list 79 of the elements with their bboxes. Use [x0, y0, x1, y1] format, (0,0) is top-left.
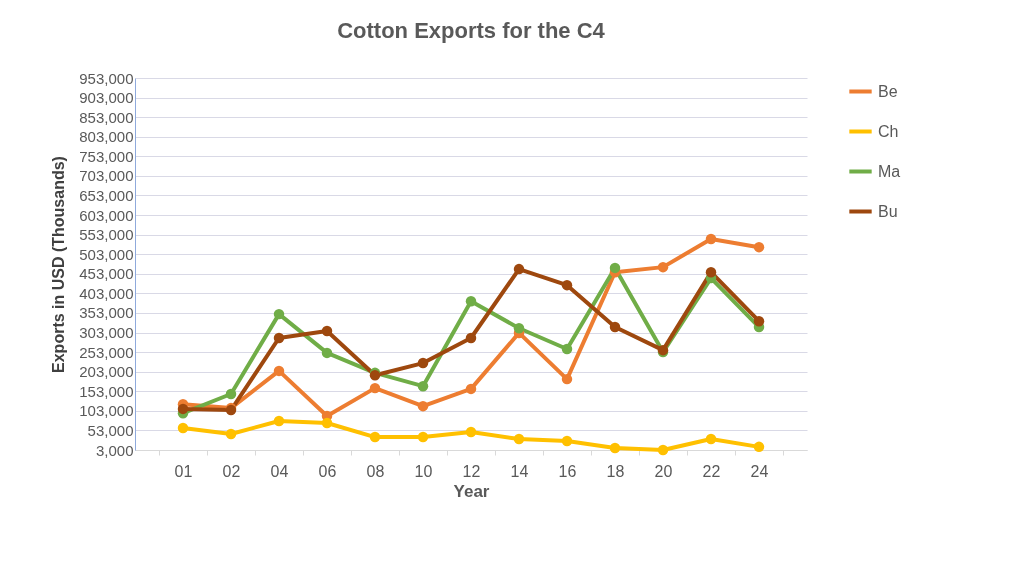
legend-label: Ch: [878, 122, 899, 140]
y-tick-label: 3,000: [95, 441, 134, 459]
y-tick-label: 703,000: [79, 167, 134, 185]
point: [561, 343, 573, 355]
y-tick-label: 153,000: [79, 382, 134, 400]
y-tick-label: 353,000: [79, 304, 134, 322]
point: [273, 332, 285, 344]
point: [465, 295, 477, 307]
y-tick-label: 403,000: [79, 284, 134, 302]
y-tick-label: 953,000: [79, 69, 134, 87]
x-tick-label: 18: [606, 462, 625, 480]
point: [753, 315, 765, 327]
y-tick-label: 103,000: [79, 402, 134, 420]
y-tick-label: 753,000: [79, 147, 134, 165]
y-tick-label: 803,000: [79, 128, 134, 146]
y-tick-label: 453,000: [79, 265, 134, 283]
x-tick-label: 06: [318, 462, 337, 480]
point: [465, 332, 477, 344]
x-tick-label: 16: [558, 462, 577, 480]
x-tick-label: 14: [510, 462, 529, 480]
point: [609, 262, 621, 274]
point: [321, 347, 333, 359]
y-tick-label: 303,000: [79, 324, 134, 342]
point: [513, 263, 525, 275]
chart-title: Cotton Exports for the C4: [337, 18, 606, 43]
point: [609, 442, 621, 454]
point: [417, 357, 429, 369]
x-tick-label: 02: [222, 462, 241, 480]
point: [273, 415, 285, 427]
legend-label: Ma: [878, 162, 901, 180]
y-tick-label: 903,000: [79, 89, 134, 107]
y-tick-label: 553,000: [79, 226, 134, 244]
x-tick-label: 24: [750, 462, 769, 480]
point: [225, 428, 237, 440]
point: [561, 279, 573, 291]
point: [657, 261, 669, 273]
point: [609, 321, 621, 333]
y-tick-label: 653,000: [79, 186, 134, 204]
y-axis-title: Exports in USD (Thousands): [50, 156, 68, 373]
x-tick-label: 04: [270, 462, 289, 480]
point: [705, 233, 717, 245]
point: [177, 422, 189, 434]
y-tick-label: 203,000: [79, 363, 134, 381]
point: [321, 417, 333, 429]
legend-label: Be: [878, 82, 898, 100]
point: [513, 322, 525, 334]
x-tick-label: 22: [702, 462, 721, 480]
point: [177, 403, 189, 415]
point: [321, 325, 333, 337]
x-tick-label: 10: [414, 462, 433, 480]
point: [561, 435, 573, 447]
y-tick-label: 503,000: [79, 245, 134, 263]
point: [369, 382, 381, 394]
point: [417, 431, 429, 443]
legend-label: Bu: [878, 202, 898, 220]
point: [225, 388, 237, 400]
y-tick-label: 53,000: [87, 421, 134, 439]
x-tick-label: 20: [654, 462, 673, 480]
point: [705, 433, 717, 445]
point: [417, 400, 429, 412]
point: [753, 441, 765, 453]
y-tick-label: 603,000: [79, 206, 134, 224]
point: [753, 241, 765, 253]
point: [273, 308, 285, 320]
point: [513, 433, 525, 445]
x-tick-label: 08: [366, 462, 385, 480]
point: [657, 444, 669, 456]
y-tick-label: 853,000: [79, 108, 134, 126]
x-tick-label: 01: [174, 462, 193, 480]
point: [273, 365, 285, 377]
x-tick-label: 12: [462, 462, 481, 480]
point: [705, 266, 717, 278]
point: [561, 373, 573, 385]
point: [417, 380, 429, 392]
y-tick-label: 253,000: [79, 343, 134, 361]
point: [465, 383, 477, 395]
point: [369, 431, 381, 443]
x-axis-title: Year: [453, 481, 490, 501]
point: [465, 426, 477, 438]
